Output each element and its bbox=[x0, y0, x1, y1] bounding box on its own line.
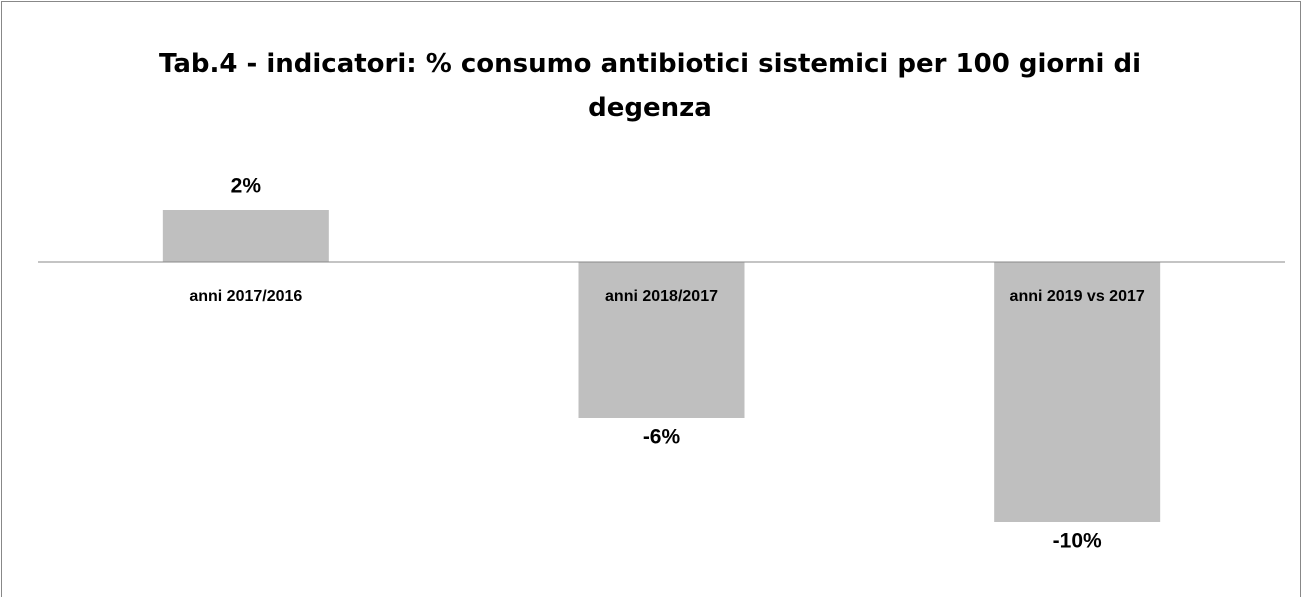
x-tick-label: anni 2018/2017 bbox=[605, 288, 718, 305]
data-label: 2% bbox=[231, 175, 262, 198]
chart-title: Tab.4 - indicatori: % consumo antibiotic… bbox=[158, 49, 1142, 123]
x-tick-label: anni 2017/2016 bbox=[189, 288, 302, 305]
bar bbox=[578, 262, 745, 418]
data-label: -6% bbox=[643, 426, 681, 449]
data-label: -10% bbox=[1053, 530, 1102, 553]
x-tick-label: anni 2019 vs 2017 bbox=[1010, 288, 1145, 305]
bar bbox=[994, 262, 1161, 522]
bar bbox=[162, 210, 329, 262]
